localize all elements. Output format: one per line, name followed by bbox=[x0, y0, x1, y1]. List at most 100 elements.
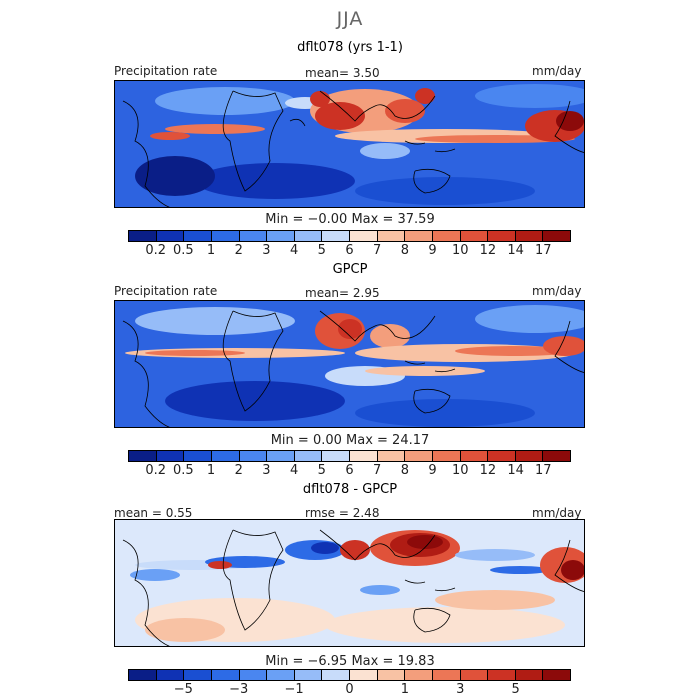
colorbar-tick-label: 12 bbox=[479, 463, 497, 478]
colorbar-tick-label: 9 bbox=[428, 463, 437, 478]
colorbar-tick-label: 3 bbox=[262, 463, 271, 478]
colorbar-tick-label: 12 bbox=[479, 243, 497, 258]
panel-3-title: dflt078 - GPCP bbox=[302, 482, 398, 497]
panel-2-mean-label: mean= 2.95 bbox=[305, 286, 380, 300]
colorbar-cell bbox=[460, 670, 489, 680]
colorbar-cell bbox=[405, 670, 433, 680]
colorbar-tick-label: 6 bbox=[345, 463, 354, 478]
colorbar-cell bbox=[294, 231, 323, 241]
panel-3-mean-label: mean = 0.55 bbox=[114, 506, 193, 520]
panel-2-map bbox=[114, 300, 585, 428]
colorbar-tick-label: 5 bbox=[511, 682, 520, 697]
colorbar-tick-label: 3 bbox=[262, 243, 271, 258]
panel-2-title: GPCP bbox=[332, 262, 368, 277]
colorbar-tick-label: 2 bbox=[234, 243, 243, 258]
colorbar-cell bbox=[239, 231, 268, 241]
colorbar-cell bbox=[211, 451, 240, 461]
colorbar-cell bbox=[322, 451, 350, 461]
colorbar-tick-label: 1 bbox=[400, 682, 410, 697]
colorbar-cell bbox=[239, 451, 268, 461]
colorbar-tick-label: 10 bbox=[451, 243, 469, 258]
colorbar-cell bbox=[156, 231, 185, 241]
colorbar-tick-label: 8 bbox=[400, 243, 410, 258]
panel-1-colorbar bbox=[128, 230, 571, 242]
colorbar-cell bbox=[405, 451, 433, 461]
colorbar-cell bbox=[543, 451, 570, 461]
colorbar-cell bbox=[377, 231, 406, 241]
colorbar-tick-label: 6 bbox=[345, 243, 354, 258]
panel-1-colorbar-ticks: 0.2 0.5 1 2 3 4 5 6 7 8 9 10 12 14 17 bbox=[128, 243, 571, 259]
colorbar-cell bbox=[377, 670, 406, 680]
colorbar-tick-label: 3 bbox=[456, 682, 465, 697]
colorbar-tick-label: 14 bbox=[507, 463, 524, 478]
colorbar-tick-label: 0.2 bbox=[145, 243, 167, 258]
colorbar-cell bbox=[515, 231, 544, 241]
panel-2-variable-label: Precipitation rate bbox=[114, 284, 218, 298]
colorbar-cell bbox=[239, 670, 268, 680]
colorbar-cell bbox=[322, 231, 350, 241]
panel-3-colorbar-ticks: −5 −3 −1 0 1 3 5 bbox=[128, 682, 571, 698]
colorbar-tick-label: −3 bbox=[229, 682, 249, 697]
panel-1-map bbox=[114, 80, 585, 208]
colorbar-cell bbox=[267, 451, 295, 461]
colorbar-cell bbox=[543, 231, 570, 241]
colorbar-cell bbox=[432, 670, 461, 680]
colorbar-cell bbox=[377, 451, 406, 461]
colorbar-cell bbox=[184, 451, 212, 461]
colorbar-cell bbox=[488, 670, 516, 680]
colorbar-cell bbox=[350, 451, 378, 461]
colorbar-cell bbox=[488, 231, 516, 241]
panel-3-map bbox=[114, 519, 585, 647]
colorbar-cell bbox=[129, 670, 157, 680]
panel-3-colorbar bbox=[128, 669, 571, 681]
colorbar-cell bbox=[267, 231, 295, 241]
colorbar-cell bbox=[350, 670, 378, 680]
colorbar-tick-label: 0.5 bbox=[173, 463, 194, 478]
panel-2-units-label: mm/day bbox=[532, 284, 582, 298]
panel-2-colorbar-ticks: 0.2 0.5 1 2 3 4 5 6 7 8 9 10 12 14 17 bbox=[128, 463, 571, 479]
colorbar-tick-label: 0 bbox=[345, 682, 354, 697]
colorbar-tick-label: 2 bbox=[234, 463, 243, 478]
colorbar-cell bbox=[432, 451, 461, 461]
colorbar-tick-label: 5 bbox=[317, 243, 326, 258]
panel-3-units-label: mm/day bbox=[532, 506, 582, 520]
colorbar-cell bbox=[184, 670, 212, 680]
colorbar-cell bbox=[350, 231, 378, 241]
colorbar-cell bbox=[322, 670, 350, 680]
colorbar-cell bbox=[156, 451, 185, 461]
colorbar-cell bbox=[294, 451, 323, 461]
panel-1-minmax: Min = −0.00 Max = 37.59 bbox=[265, 212, 435, 227]
colorbar-cell bbox=[129, 451, 157, 461]
colorbar-cell bbox=[515, 451, 544, 461]
colorbar-cell bbox=[294, 670, 323, 680]
colorbar-tick-label: 0.5 bbox=[173, 243, 194, 258]
panel-2-colorbar bbox=[128, 450, 571, 462]
colorbar-cell bbox=[432, 231, 461, 241]
colorbar-cell bbox=[267, 670, 295, 680]
colorbar-tick-label: −5 bbox=[173, 682, 193, 697]
panel-1-variable-label: Precipitation rate bbox=[114, 64, 218, 78]
colorbar-tick-label: 7 bbox=[373, 463, 382, 478]
colorbar-tick-label: 1 bbox=[206, 243, 216, 258]
panel-1-title: dflt078 (yrs 1-1) bbox=[297, 40, 403, 55]
season-title: JJA bbox=[336, 8, 364, 30]
colorbar-tick-label: 5 bbox=[317, 463, 326, 478]
panel-1-mean-label: mean= 3.50 bbox=[305, 66, 380, 80]
colorbar-tick-label: 4 bbox=[289, 243, 299, 258]
colorbar-tick-label: 9 bbox=[428, 243, 437, 258]
colorbar-cell bbox=[515, 670, 544, 680]
colorbar-cell bbox=[211, 231, 240, 241]
colorbar-cell bbox=[405, 231, 433, 241]
colorbar-tick-label: 17 bbox=[535, 463, 552, 478]
colorbar-cell bbox=[129, 231, 157, 241]
colorbar-cell bbox=[543, 670, 570, 680]
colorbar-cell bbox=[488, 451, 516, 461]
colorbar-tick-label: 17 bbox=[535, 243, 552, 258]
colorbar-tick-label: 7 bbox=[373, 243, 382, 258]
colorbar-tick-label: 10 bbox=[451, 463, 469, 478]
panel-3-rmse-label: rmse = 2.48 bbox=[305, 506, 380, 520]
panel-3-minmax: Min = −6.95 Max = 19.83 bbox=[265, 654, 435, 669]
colorbar-cell bbox=[460, 231, 489, 241]
colorbar-tick-label: 0.2 bbox=[145, 463, 167, 478]
colorbar-cell bbox=[460, 451, 489, 461]
